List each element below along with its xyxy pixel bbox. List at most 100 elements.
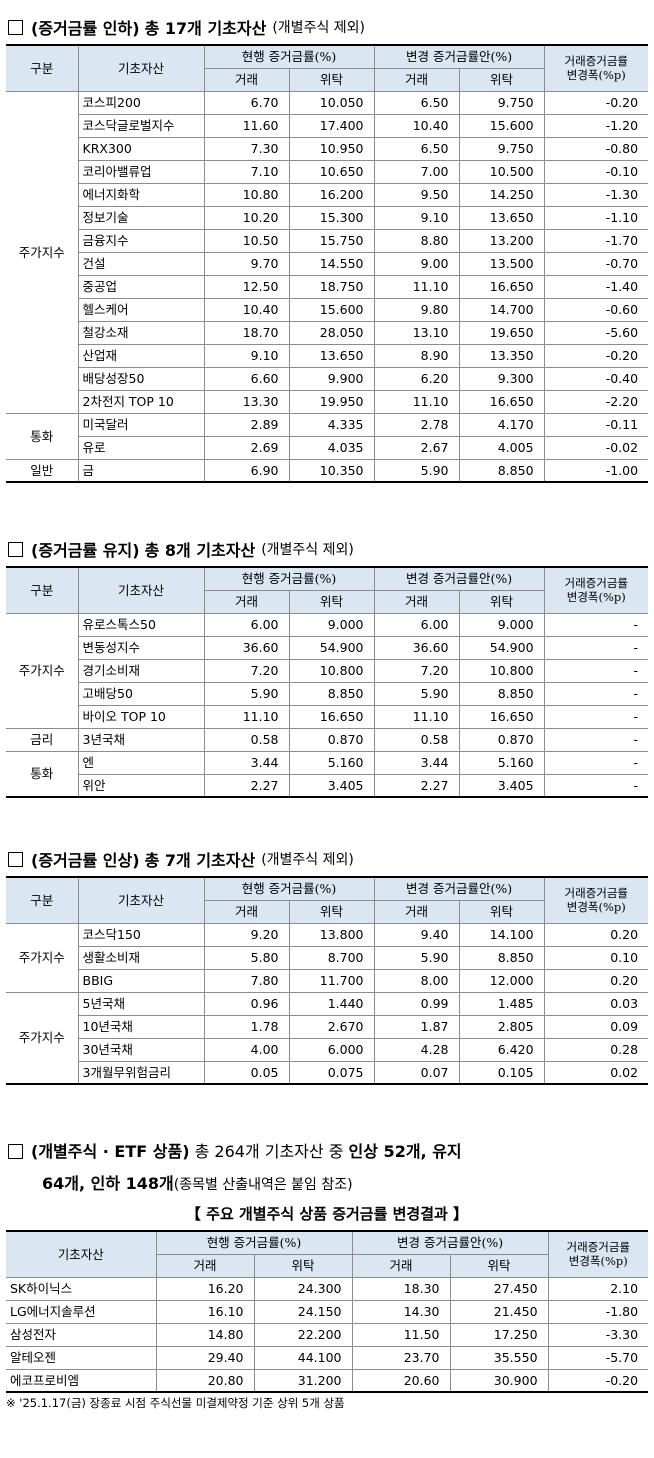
proposed-trade-cell: 4.28: [373, 1037, 460, 1062]
current-trade-cell: 6.90: [203, 458, 290, 483]
proposed-trade-cell: 7.00: [373, 159, 460, 184]
asset-cell: 에너지화학: [78, 182, 205, 207]
col-change-line2: 변경폭(%p): [568, 1254, 628, 1269]
asset-cell: 금융지수: [78, 228, 205, 253]
asset-cell: BBIG: [78, 968, 205, 993]
proposed-trade-cell: 18.30: [351, 1276, 451, 1301]
change-cell: -1.20: [543, 113, 649, 138]
proposed-trust-cell: 16.650: [458, 274, 545, 299]
current-trust-cell: 14.550: [288, 251, 375, 276]
stocks-table-title: 【 주요 개별주식 상품 증거금률 변경결과 】: [185, 1205, 469, 1223]
section-heading: (증거금률 인상) 총 7개 기초자산 (개별주식 제외): [6, 842, 648, 876]
change-cell: -: [543, 773, 649, 798]
table-row: 위안 2.27 3.405 2.27 3.405-: [6, 773, 649, 798]
current-trust-cell: 24.150: [253, 1299, 353, 1324]
heading-bold-counts: 인상 52개, 유지: [348, 1142, 462, 1161]
asset-cell: 위안: [78, 773, 205, 798]
current-trade-cell: 6.70: [203, 90, 290, 115]
checkbox-icon: [8, 851, 23, 867]
table-row: 2차전지 TOP 10 13.30 19.950 11.10 16.650 -2.20: [6, 389, 649, 414]
table-row: KRX300 7.30 10.950 6.50 9.750 -0.80: [6, 136, 649, 161]
current-trust-cell: 22.200: [253, 1322, 353, 1347]
col-trade: 거래: [156, 1253, 255, 1278]
col-asset: 기초자산: [77, 876, 205, 924]
change-cell: 2.10: [547, 1276, 649, 1301]
change-cell: -: [543, 750, 649, 775]
asset-cell: 산업재: [78, 343, 205, 368]
heading-bold-counts: 64개, 인하 148개: [42, 1174, 174, 1193]
proposed-trade-cell: 23.70: [351, 1345, 451, 1370]
change-cell: -: [543, 681, 649, 706]
current-trust-cell: 5.160: [288, 750, 375, 775]
proposed-trade-cell: 13.10: [373, 320, 460, 345]
proposed-trade-cell: 5.90: [373, 681, 460, 706]
proposed-trade-cell: 20.60: [351, 1368, 451, 1393]
change-cell: -1.00: [543, 458, 649, 483]
proposed-trade-cell: 3.44: [373, 750, 460, 775]
heading-bold: (개별주식 · ETF 상품): [31, 1142, 190, 1161]
current-trade-cell: 10.50: [203, 228, 290, 253]
table-row: 산업재 9.10 13.650 8.90 13.350 -0.20: [6, 343, 649, 368]
change-cell: -0.20: [543, 343, 649, 368]
col-trust: 위탁: [458, 589, 545, 614]
heading-bold: (증거금률 인상): [31, 851, 140, 870]
table-row: 주가지수 유로스톡스50 6.00 9.000 6.00 9.000-: [6, 612, 649, 729]
table-row: 일반 금 6.90 10.350 5.90 8.850 -1.00: [6, 458, 649, 483]
table-row: 통화 미국달러 2.89 4.335 2.78 4.170 -0.11: [6, 412, 649, 460]
table-row: 코스닥글로벌지수 11.60 17.400 10.40 15.600 -1.20: [6, 113, 649, 138]
proposed-trust-cell: 19.650: [458, 320, 545, 345]
table-row: 배당성장50 6.60 9.900 6.20 9.300 -0.40: [6, 366, 649, 391]
heading-note: (종목별 산출내역은 붙임 참조): [173, 1177, 353, 1193]
proposed-trade-cell: 14.30: [351, 1299, 451, 1324]
asset-cell: LG에너지솔루션: [6, 1299, 157, 1324]
current-trust-cell: 28.050: [288, 320, 375, 345]
table-row: 경기소비재 7.20 10.800 7.20 10.800-: [6, 658, 649, 683]
stocks-heading-line2: 64개, 인하 148개(종목별 산출내역은 붙임 참조): [6, 1168, 648, 1200]
col-proposed: 변경 증거금률안(%): [373, 44, 545, 69]
change-cell: -1.80: [547, 1299, 649, 1324]
proposed-trade-cell: 2.27: [373, 773, 460, 798]
table-row: 10년국채 1.78 2.670 1.87 2.805 0.09: [6, 1014, 649, 1039]
current-trade-cell: 2.27: [203, 773, 290, 798]
col-gubun: 구분: [6, 566, 79, 614]
current-trust-cell: 4.035: [288, 435, 375, 460]
current-trade-cell: 0.05: [203, 1060, 290, 1085]
proposed-trade-cell: 9.00: [373, 251, 460, 276]
current-trade-cell: 2.69: [203, 435, 290, 460]
change-cell: -0.02: [543, 435, 649, 460]
category-cell: 통화: [6, 412, 79, 460]
col-trade: 거래: [373, 589, 460, 614]
current-trade-cell: 20.80: [155, 1368, 255, 1393]
proposed-trust-cell: 12.000: [458, 968, 545, 993]
col-change-line2: 변경폭(%p): [566, 590, 626, 605]
margin-table-increase: 구분 기초자산 현행 증거금률(%) 변경 증거금률안(%) 거래증거금률 변경폭…: [6, 876, 649, 1085]
col-proposed: 변경 증거금률안(%): [373, 566, 545, 591]
heading-bold: (증거금률 유지): [31, 541, 140, 560]
asset-cell: 30년국채: [78, 1037, 205, 1062]
change-cell: -5.60: [543, 320, 649, 345]
change-cell: -2.20: [543, 389, 649, 414]
section-stocks-etf: (개별주식 · ETF 상품) 총 264개 기초자산 중 인상 52개, 유지…: [6, 1136, 649, 1413]
proposed-trust-cell: 13.200: [458, 228, 545, 253]
proposed-trade-cell: 36.60: [373, 635, 460, 660]
col-trade: 거래: [204, 67, 290, 92]
asset-cell: 건설: [78, 251, 205, 276]
margin-table-decrease: 구분 기초자산 현행 증거금률(%) 변경 증거금률안(%) 거래증거금률 변경폭…: [6, 44, 649, 483]
proposed-trust-cell: 4.170: [458, 412, 545, 437]
checkbox-icon: [8, 1144, 23, 1159]
table-row: 3개월무위험금리 0.05 0.075 0.07 0.105 0.02: [6, 1060, 649, 1085]
asset-cell: 배당성장50: [78, 366, 205, 391]
section-heading: (증거금률 유지) 총 8개 기초자산 (개별주식 제외): [6, 532, 648, 566]
col-change: 거래증거금률 변경폭(%p): [543, 876, 649, 924]
current-trust-cell: 1.440: [288, 991, 375, 1016]
current-trade-cell: 2.89: [203, 412, 290, 437]
table-row: 30년국채 4.00 6.000 4.28 6.420 0.28: [6, 1037, 649, 1062]
col-change-line1: 거래증거금률: [564, 576, 629, 591]
current-trade-cell: 7.10: [203, 159, 290, 184]
col-current: 현행 증거금률(%): [155, 1230, 353, 1255]
current-trust-cell: 10.050: [288, 90, 375, 115]
change-cell: 0.28: [543, 1037, 649, 1062]
current-trade-cell: 7.80: [203, 968, 290, 993]
proposed-trade-cell: 9.10: [373, 205, 460, 230]
change-cell: 0.20: [543, 968, 649, 993]
